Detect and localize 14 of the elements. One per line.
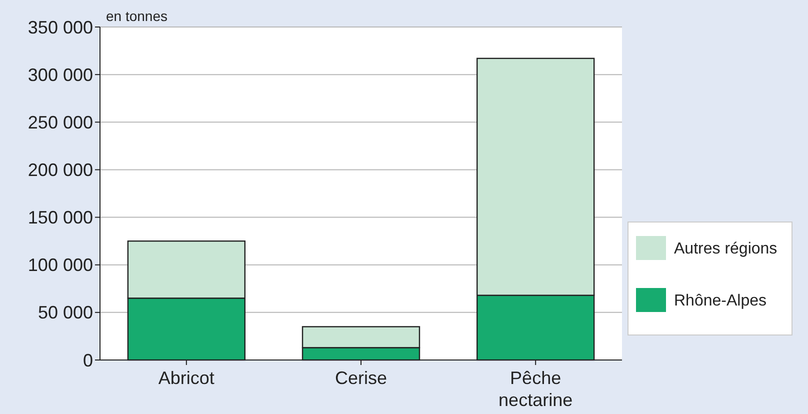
x-tick-label: Pêche nectarine [498,368,573,410]
legend-label: Autres régions [674,240,778,258]
y-tick-label: 300 000 [28,64,93,85]
legend-label: Rhône-Alpes [674,292,766,310]
y-tick-label: 50 000 [38,302,93,323]
y-tick-label: 150 000 [28,208,93,228]
x-tick-label: Abricot [158,368,214,388]
y-tick-label: 0 [82,350,93,370]
y-tick-label: 100 000 [28,255,93,276]
y-axis-title: en tonnes [106,8,168,24]
y-tick-label: 350 000 [28,17,93,38]
x-tick-label: Cerise [334,368,388,388]
y-tick-label: 250 000 [28,112,93,132]
y-tick-label: 200 000 [28,160,93,180]
